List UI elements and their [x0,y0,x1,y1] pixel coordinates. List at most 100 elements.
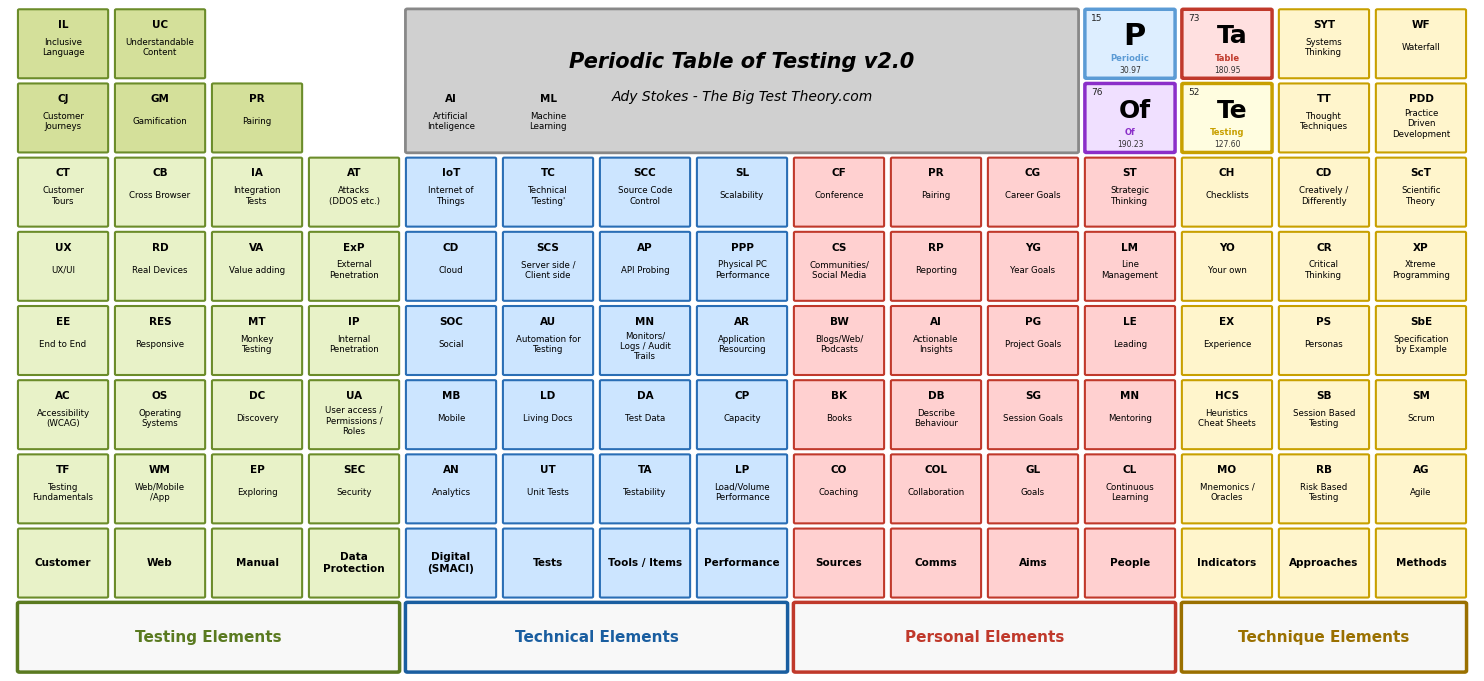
FancyBboxPatch shape [988,454,1077,524]
Text: MN: MN [1120,391,1140,401]
FancyBboxPatch shape [405,603,788,672]
Text: Line
Management: Line Management [1101,260,1159,280]
Text: 15: 15 [1091,14,1103,23]
Text: Project Goals: Project Goals [1005,340,1061,349]
Text: UX: UX [55,242,71,253]
Text: Session Based
Testing: Session Based Testing [1293,409,1355,428]
Text: Automation for
Testing: Automation for Testing [515,334,580,354]
FancyBboxPatch shape [1181,232,1272,301]
Text: IA: IA [251,168,263,178]
Text: 180.95: 180.95 [1214,66,1241,75]
Text: SEC: SEC [343,465,365,475]
FancyBboxPatch shape [309,380,399,449]
Text: Conference: Conference [815,191,864,200]
Text: SCC: SCC [634,168,656,178]
Text: Source Code
Control: Source Code Control [617,186,672,206]
Text: MO: MO [1217,465,1236,475]
FancyBboxPatch shape [794,157,884,227]
Text: Communities/
Social Media: Communities/ Social Media [809,260,870,280]
FancyBboxPatch shape [1279,84,1370,153]
Text: API Probing: API Probing [620,266,669,274]
Text: AG: AG [1413,465,1429,475]
Text: ST: ST [1122,168,1137,178]
FancyBboxPatch shape [114,84,205,153]
Text: PR: PR [249,94,264,104]
Text: Ady Stokes - The Big Test Theory.com: Ady Stokes - The Big Test Theory.com [611,90,873,104]
Text: Web/Mobile
/App: Web/Mobile /App [135,483,186,503]
FancyBboxPatch shape [1376,232,1466,301]
Text: Mobile: Mobile [436,414,464,423]
Text: Actionable
Insights: Actionable Insights [913,334,959,354]
FancyBboxPatch shape [697,157,787,227]
FancyBboxPatch shape [890,157,981,227]
Text: Experience: Experience [1202,340,1251,349]
FancyBboxPatch shape [1279,10,1370,78]
Text: Technical Elements: Technical Elements [515,630,678,645]
Text: Creatively /
Differently: Creatively / Differently [1300,186,1349,206]
FancyBboxPatch shape [1376,84,1466,153]
FancyBboxPatch shape [794,306,884,375]
Text: LM: LM [1122,242,1138,253]
FancyBboxPatch shape [212,232,303,301]
Text: Unit Tests: Unit Tests [527,488,568,497]
Text: AR: AR [735,317,749,327]
Text: XP: XP [1413,242,1429,253]
Text: Testing Elements: Testing Elements [135,630,282,645]
Text: Risk Based
Testing: Risk Based Testing [1300,483,1347,503]
Text: Session Goals: Session Goals [1003,414,1063,423]
FancyBboxPatch shape [988,157,1077,227]
FancyBboxPatch shape [503,380,594,449]
Text: End to End: End to End [40,340,86,349]
Text: UX/UI: UX/UI [50,266,76,274]
FancyBboxPatch shape [18,232,108,301]
FancyBboxPatch shape [503,306,594,375]
FancyBboxPatch shape [697,306,787,375]
Text: ExP: ExP [343,242,365,253]
Text: Operating
Systems: Operating Systems [138,409,181,428]
Text: Comms: Comms [914,558,957,568]
FancyBboxPatch shape [18,306,108,375]
Text: Collaboration: Collaboration [907,488,965,497]
FancyBboxPatch shape [890,380,981,449]
FancyBboxPatch shape [794,232,884,301]
Text: AP: AP [637,242,653,253]
Text: AN: AN [442,465,460,475]
Text: 52: 52 [1189,89,1199,97]
FancyBboxPatch shape [1181,84,1272,153]
Text: Application
Resourcing: Application Resourcing [718,334,766,354]
FancyBboxPatch shape [988,306,1077,375]
Text: CL: CL [1123,465,1137,475]
Text: AU: AU [540,317,556,327]
FancyBboxPatch shape [114,528,205,597]
Text: CS: CS [831,242,847,253]
FancyBboxPatch shape [18,380,108,449]
FancyBboxPatch shape [212,84,303,153]
Text: Systems
Thinking: Systems Thinking [1306,37,1343,57]
FancyBboxPatch shape [890,232,981,301]
Text: Monkey
Testing: Monkey Testing [240,334,273,354]
Text: CF: CF [831,168,846,178]
FancyBboxPatch shape [18,84,108,153]
Text: Gamification: Gamification [132,117,187,126]
Text: Xtreme
Programming: Xtreme Programming [1392,260,1450,280]
Text: BK: BK [831,391,847,401]
FancyBboxPatch shape [1181,380,1272,449]
Text: Accessibility
(WCAG): Accessibility (WCAG) [37,409,89,428]
FancyBboxPatch shape [697,528,787,597]
Text: Load/Volume
Performance: Load/Volume Performance [714,483,770,503]
Text: SCS: SCS [537,242,559,253]
Text: SYT: SYT [1313,20,1336,30]
Text: CJ: CJ [58,94,68,104]
Text: ScT: ScT [1410,168,1432,178]
FancyBboxPatch shape [1279,454,1370,524]
FancyBboxPatch shape [794,528,884,597]
FancyBboxPatch shape [988,528,1077,597]
FancyBboxPatch shape [1279,528,1370,597]
Text: People: People [1110,558,1150,568]
Text: Mentoring: Mentoring [1109,414,1152,423]
Text: Cloud: Cloud [439,266,463,274]
Text: Scrum: Scrum [1407,414,1435,423]
FancyBboxPatch shape [503,454,594,524]
Text: Ta: Ta [1217,25,1247,48]
FancyBboxPatch shape [407,306,496,375]
